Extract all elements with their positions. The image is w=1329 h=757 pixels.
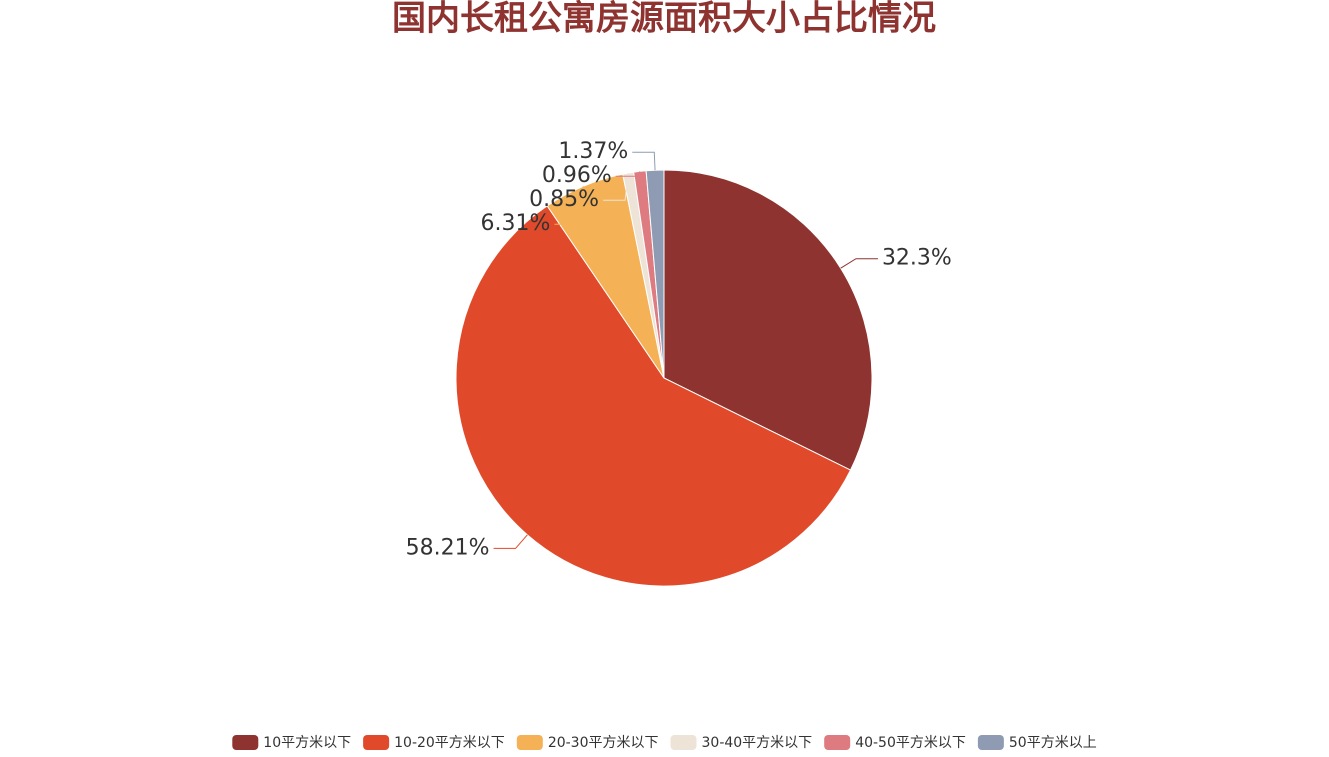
legend-label: 10-20平方米以下 — [394, 735, 505, 751]
legend-label: 10平方米以下 — [263, 735, 351, 751]
label-line — [554, 186, 584, 225]
label-line — [493, 534, 528, 549]
pie-slice — [663, 169, 873, 471]
legend-swatch — [232, 735, 259, 750]
chart-title: 国内长租公寓房源面积大小占比情况 — [392, 0, 936, 39]
label-line — [603, 173, 629, 201]
legend: 10平方米以下 10-20平方米以下 20-30平方米以下 30-40平方米以下 40-… — [232, 735, 1097, 751]
legend-label: 30-40平方米以下 — [702, 735, 813, 751]
legend-swatch — [516, 735, 543, 750]
legend-swatch — [363, 735, 390, 750]
data-label: 0.85% — [529, 187, 599, 212]
legend-label: 50平方米以上 — [1009, 735, 1097, 751]
legend-swatch — [670, 735, 697, 750]
label-line — [632, 151, 656, 171]
label-line — [840, 258, 878, 269]
data-label: 58.21% — [406, 535, 490, 560]
legend-swatch — [824, 735, 851, 750]
legend-swatch — [977, 735, 1004, 750]
data-label: 0.96% — [542, 163, 612, 188]
label-line — [615, 171, 641, 177]
data-label: 6.31% — [481, 211, 551, 236]
data-label: 1.37% — [558, 139, 628, 164]
legend-label: 20-30平方米以下 — [548, 735, 659, 751]
legend-label: 40-50平方米以下 — [855, 735, 966, 751]
data-label: 32.3% — [882, 246, 952, 271]
